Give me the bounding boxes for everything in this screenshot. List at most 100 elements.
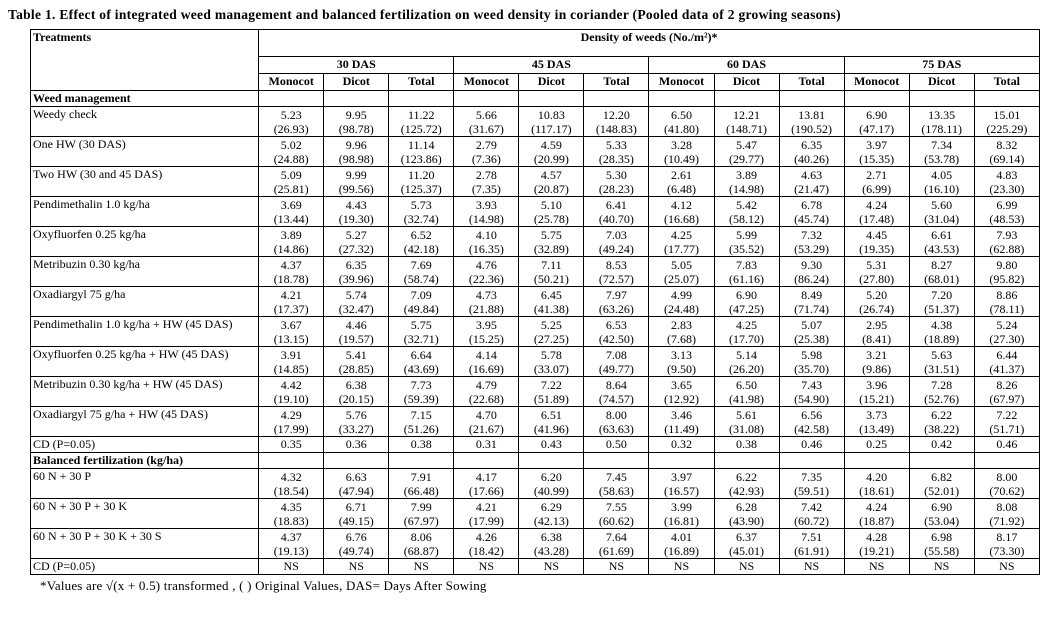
transformed-value: 6.71 bbox=[345, 500, 367, 514]
value-cell: 6.50 (41.98) bbox=[713, 376, 780, 407]
original-value: (31.04) bbox=[924, 212, 960, 226]
original-value: (19.57) bbox=[338, 332, 374, 346]
value-cell: 4.14 (16.69) bbox=[453, 346, 520, 377]
transformed-value: 6.35 bbox=[345, 258, 367, 272]
cd-value-cell: 0.46 bbox=[973, 436, 1041, 453]
transformed-value: 8.00 bbox=[996, 470, 1018, 484]
original-value: (17.99) bbox=[273, 422, 309, 436]
value-cell: 4.70 (21.67) bbox=[453, 406, 520, 437]
transformed-value: 4.45 bbox=[866, 228, 888, 242]
value-cell: 7.93 (62.88) bbox=[973, 226, 1041, 257]
subcolumn-header: Dicot bbox=[518, 73, 585, 91]
original-value: (68.87) bbox=[403, 544, 439, 558]
transformed-value: 3.93 bbox=[475, 198, 497, 212]
transformed-value: 3.65 bbox=[670, 378, 692, 392]
value-cell: 6.37 (45.01) bbox=[713, 528, 780, 559]
cd-value-cell: NS bbox=[388, 558, 455, 575]
original-value: (7.36) bbox=[471, 152, 501, 166]
transformed-value: 6.37 bbox=[736, 530, 758, 544]
transformed-value: 6.61 bbox=[931, 228, 953, 242]
original-value: (98.78) bbox=[338, 122, 374, 136]
value-cell: 7.51 (61.91) bbox=[778, 528, 845, 559]
original-value: (20.15) bbox=[338, 392, 374, 406]
cd-value-cell: 0.43 bbox=[518, 436, 585, 453]
transformed-value: 5.74 bbox=[345, 288, 367, 302]
transformed-value: 4.14 bbox=[475, 348, 497, 362]
transformed-value: 4.76 bbox=[475, 258, 497, 272]
value-cell: 3.93 (14.98) bbox=[453, 196, 520, 227]
original-value: (16.89) bbox=[663, 544, 699, 558]
value-cell: 6.82 (52.01) bbox=[908, 468, 975, 499]
transformed-value: 8.08 bbox=[996, 500, 1018, 514]
transformed-value: 4.35 bbox=[280, 500, 302, 514]
original-value: (27.30) bbox=[989, 332, 1025, 346]
value-cell: 8.49 (71.74) bbox=[778, 286, 845, 317]
transformed-value: 3.96 bbox=[866, 378, 888, 392]
transformed-value: 6.29 bbox=[540, 500, 562, 514]
value-cell: 3.28 (10.49) bbox=[648, 136, 715, 167]
value-cell: 6.51 (41.96) bbox=[518, 406, 585, 437]
transformed-value: 7.42 bbox=[801, 500, 823, 514]
value-cell: 5.07 (25.38) bbox=[778, 316, 845, 347]
cd-value-cell: 0.42 bbox=[908, 436, 975, 453]
transformed-value: 4.20 bbox=[866, 470, 888, 484]
original-value: (33.07) bbox=[533, 362, 569, 376]
original-value: (28.85) bbox=[338, 362, 374, 376]
original-value: (16.68) bbox=[663, 212, 699, 226]
value-cell: 4.35 (18.83) bbox=[258, 498, 325, 529]
original-value: (22.36) bbox=[468, 272, 504, 286]
original-value: (61.69) bbox=[598, 544, 634, 558]
original-value: (49.15) bbox=[338, 514, 374, 528]
original-value: (28.35) bbox=[598, 152, 634, 166]
original-value: (17.77) bbox=[663, 242, 699, 256]
value-cell: 6.76 (49.74) bbox=[323, 528, 390, 559]
transformed-value: 6.63 bbox=[345, 470, 367, 484]
value-cell: 5.30 (28.23) bbox=[583, 166, 650, 197]
value-cell: 4.43 (19.30) bbox=[323, 196, 390, 227]
transformed-value: 2.95 bbox=[866, 318, 888, 332]
cd-value-cell: 0.46 bbox=[778, 436, 845, 453]
transformed-value: 8.00 bbox=[605, 408, 627, 422]
transformed-value: 8.64 bbox=[605, 378, 627, 392]
subcolumn-header: Monocot bbox=[648, 73, 715, 91]
original-value: (16.10) bbox=[924, 182, 960, 196]
transformed-value: 5.30 bbox=[605, 168, 627, 182]
original-value: (51.71) bbox=[989, 422, 1025, 436]
transformed-value: 5.61 bbox=[736, 408, 758, 422]
original-value: (25.81) bbox=[273, 182, 309, 196]
value-cell: 6.78 (45.74) bbox=[778, 196, 845, 227]
original-value: (31.08) bbox=[729, 422, 765, 436]
original-value: (14.98) bbox=[468, 212, 504, 226]
original-value: (148.71) bbox=[726, 122, 768, 136]
value-cell: 7.35 (59.51) bbox=[778, 468, 845, 499]
transformed-value: 5.24 bbox=[996, 318, 1018, 332]
original-value: (22.68) bbox=[468, 392, 504, 406]
original-value: (26.20) bbox=[729, 362, 765, 376]
value-cell: 5.47 (29.77) bbox=[713, 136, 780, 167]
original-value: (51.37) bbox=[924, 302, 960, 316]
table-row: Metribuzin 0.30 kg/ha + HW (45 DAS) 4.42(… bbox=[29, 376, 1041, 407]
value-cell: 7.99 (67.97) bbox=[388, 498, 455, 529]
original-value: (43.53) bbox=[924, 242, 960, 256]
original-value: (42.18) bbox=[403, 242, 439, 256]
value-cell: 8.06 (68.87) bbox=[388, 528, 455, 559]
original-value: (18.61) bbox=[859, 484, 895, 498]
original-value: (18.83) bbox=[273, 514, 309, 528]
original-value: (125.72) bbox=[400, 122, 442, 136]
transformed-value: 4.24 bbox=[866, 500, 888, 514]
value-cell: 4.24 (17.48) bbox=[843, 196, 910, 227]
original-value: (40.26) bbox=[794, 152, 830, 166]
empty-cell bbox=[258, 90, 325, 107]
empty-cell bbox=[713, 452, 780, 469]
empty-cell bbox=[648, 452, 715, 469]
weed-density-table: Treatments Density of weeds (No./m²)* 30… bbox=[29, 29, 1041, 575]
original-value: (117.17) bbox=[531, 122, 572, 136]
value-cell: 6.20 (40.99) bbox=[518, 468, 585, 499]
value-cell: 3.46 (11.49) bbox=[648, 406, 715, 437]
treatment-label: Weedy check bbox=[29, 106, 260, 137]
section-label: Weed management bbox=[29, 90, 260, 107]
value-cell: 5.25 (27.25) bbox=[518, 316, 585, 347]
original-value: (53.04) bbox=[924, 514, 960, 528]
cd-value-cell: NS bbox=[778, 558, 845, 575]
transformed-value: 3.89 bbox=[280, 228, 302, 242]
